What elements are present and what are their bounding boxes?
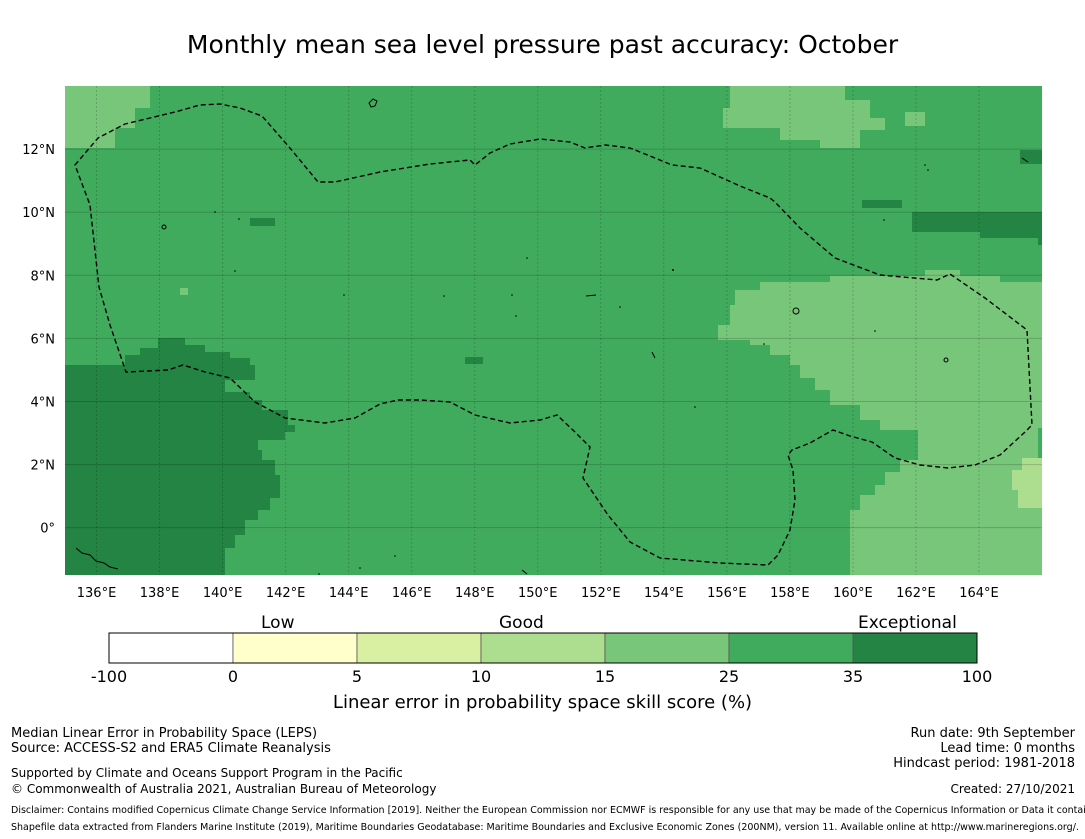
eez-boundary — [74, 103, 1033, 566]
lead-time: Lead time: 0 months — [940, 741, 1075, 756]
latitude-label: 6°N — [31, 332, 56, 347]
colorbar-tick: 35 — [842, 667, 864, 686]
latitude-label: 8°N — [31, 269, 56, 284]
island-dots — [214, 164, 929, 575]
skill-region-top-left — [65, 86, 150, 148]
created-date: Created: 27/10/2021 — [950, 782, 1075, 796]
colorbar-swatch — [480, 632, 606, 664]
longitude-label: 140°E — [203, 586, 243, 601]
hindcast-period: Hindcast period: 1981-2018 — [893, 756, 1075, 771]
longitude-label: 164°E — [959, 586, 999, 601]
colorbar-swatch — [108, 632, 234, 664]
colorbar-tick: 0 — [227, 667, 239, 686]
skill-region-far-right-good — [1012, 458, 1042, 508]
skill-region-patch — [905, 112, 925, 126]
colorbar-tick: 5 — [351, 667, 363, 686]
longitude-label: 142°E — [266, 586, 306, 601]
longitude-label: 160°E — [833, 586, 873, 601]
longitude-label: 148°E — [455, 586, 495, 601]
islands — [75, 98, 1029, 575]
colorbar-swatch — [604, 632, 730, 664]
skill-region-small-dark — [250, 218, 275, 226]
shapefile-credit: Shapefile data extracted from Flanders M… — [11, 822, 1079, 833]
skill-region-small-dark-2 — [465, 357, 483, 364]
colorbar-category-low: Low — [261, 613, 295, 633]
footer-copyright: © Commonwealth of Australia 2021, Austra… — [11, 782, 437, 796]
colorbar-category-exceptional: Exceptional — [858, 613, 957, 633]
longitude-label: 158°E — [770, 586, 810, 601]
skill-region-right-dark — [912, 212, 1042, 245]
disclaimer: Disclaimer: Contains modified Copernicus… — [11, 805, 1085, 816]
colorbar-category-good: Good — [499, 613, 544, 633]
skill-region-left-dark — [65, 338, 295, 575]
skill-region-dark-patch — [862, 200, 902, 208]
skill-region-dark-patch-2 — [1020, 150, 1042, 164]
graticule — [65, 86, 1042, 575]
chart-title: Monthly mean sea level pressure past acc… — [186, 30, 899, 59]
longitude-label: 144°E — [329, 586, 369, 601]
latitude-labels: 12°N 10°N 8°N 6°N 4°N 2°N 0° — [22, 143, 55, 537]
run-date: Run date: 9th September — [910, 726, 1075, 741]
colorbar-tick: 15 — [594, 667, 616, 686]
longitude-label: 146°E — [392, 586, 432, 601]
latitude-label: 10°N — [22, 206, 55, 221]
colorbar-swatch — [232, 632, 358, 664]
latitude-label: 12°N — [22, 143, 55, 158]
longitude-label: 152°E — [581, 586, 621, 601]
longitude-label: 162°E — [896, 586, 936, 601]
longitude-label: 150°E — [518, 586, 558, 601]
footer-leps: Median Linear Error in Probability Space… — [11, 726, 318, 741]
colorbar-tick: 100 — [961, 667, 993, 686]
colorbar-tick: 10 — [470, 667, 492, 686]
latitude-label: 2°N — [31, 459, 56, 474]
skill-map — [65, 86, 1042, 575]
skill-region-top-right — [723, 86, 885, 148]
longitude-label: 156°E — [707, 586, 747, 601]
colorbar-swatch — [852, 632, 978, 664]
latitude-label: 4°N — [31, 395, 56, 410]
longitude-label: 154°E — [644, 586, 684, 601]
longitude-label: 138°E — [140, 586, 180, 601]
colorbar-swatch — [728, 632, 854, 664]
colorbar — [108, 632, 978, 664]
longitude-label: 136°E — [77, 586, 117, 601]
colorbar-frame — [108, 632, 978, 664]
footer-source: Source: ACCESS-S2 and ERA5 Climate Reana… — [11, 741, 331, 756]
longitude-labels: 136°E 138°E 140°E 142°E 144°E 146°E 148°E 150°E… — [77, 586, 999, 601]
skill-region-right-light — [718, 270, 1042, 575]
latitude-label: 0° — [40, 522, 55, 537]
colorbar-tick: -100 — [90, 667, 128, 686]
colorbar-swatch — [356, 632, 482, 664]
colorbar-label: Linear error in probability space skill … — [332, 692, 753, 713]
colorbar-tick: 25 — [718, 667, 740, 686]
skill-region-small-light — [180, 288, 188, 295]
footer-support: Supported by Climate and Oceans Support … — [11, 766, 403, 780]
